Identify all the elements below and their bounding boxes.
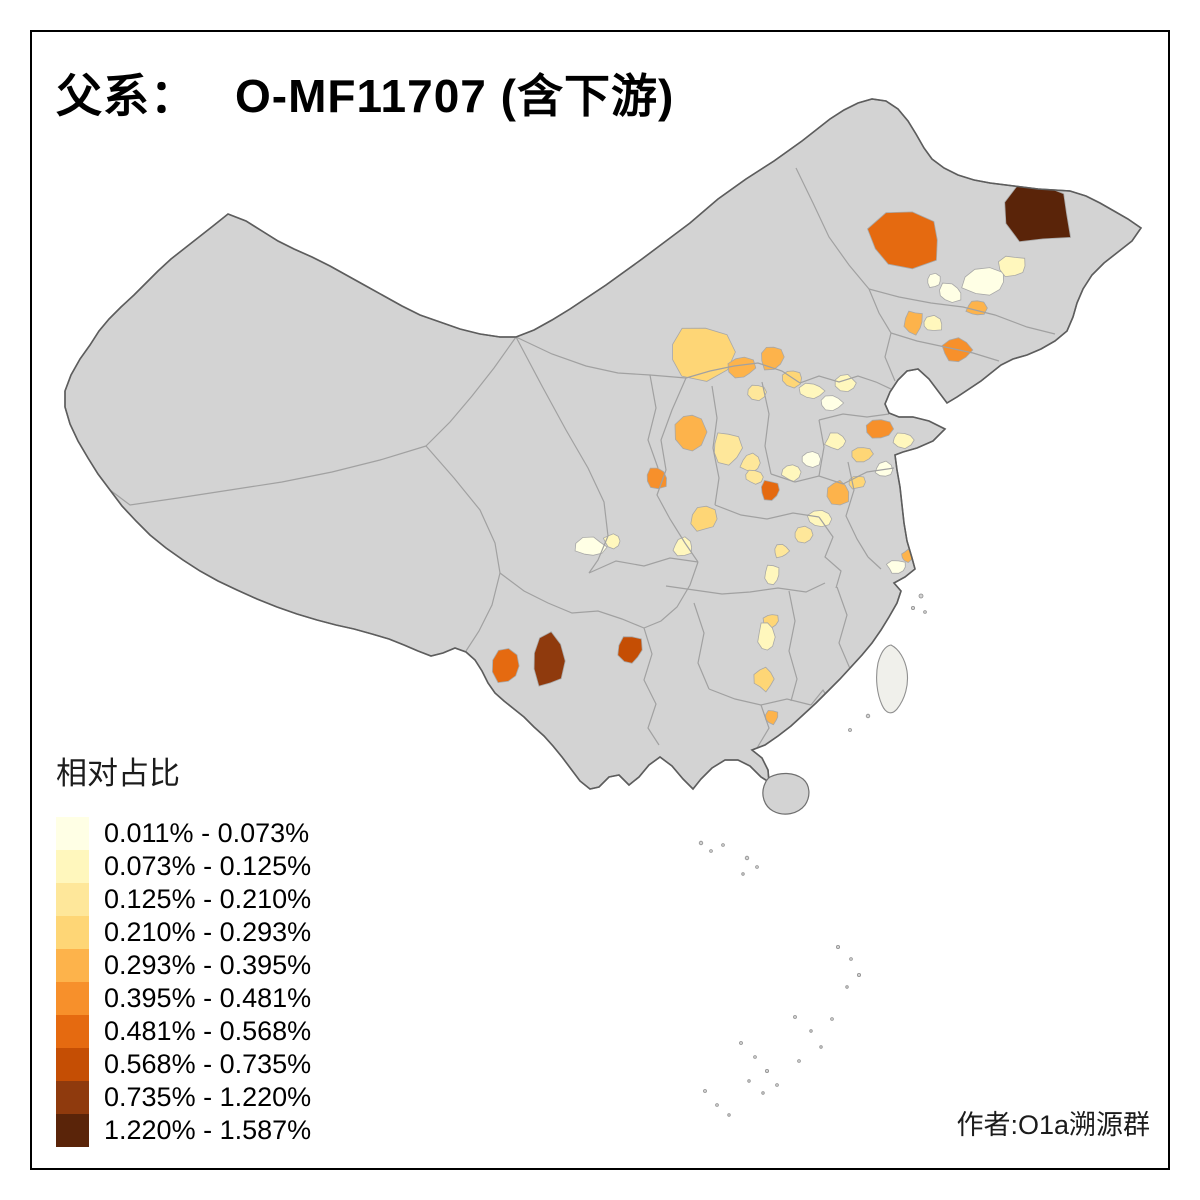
- legend-row: 0.735% - 1.220%: [56, 1081, 311, 1114]
- map-region-hebei-nw-orange: [761, 346, 785, 371]
- legend-swatch: [56, 916, 89, 949]
- south-china-sea-islands: [698, 593, 927, 1117]
- map-region-ne-jilin-west-orange: [903, 310, 923, 336]
- legend-swatch: [56, 1081, 89, 1114]
- map-region-hanzhong-pale: [672, 536, 693, 557]
- legend-row: 0.481% - 0.568%: [56, 1015, 311, 1048]
- map-region-henan-north-pale: [780, 464, 802, 483]
- legend-label: 0.125% - 0.210%: [104, 884, 312, 914]
- map-region-hubei-mid-pale: [764, 564, 780, 586]
- map-region-yunnan-west-orange: [491, 648, 520, 684]
- map-region-sichuan-west-pale: [574, 536, 608, 556]
- legend-label: 0.210% - 0.293%: [104, 917, 312, 947]
- map-region-tianjin-pale: [820, 395, 845, 412]
- map-region-guangdong-north-yellow: [753, 666, 775, 693]
- legend-swatch: [56, 817, 89, 850]
- map-region-hubei-north-tan: [774, 543, 791, 559]
- hainan-island: [762, 772, 810, 815]
- legend-row: 0.210% - 0.293%: [56, 916, 311, 949]
- title-haplogroup: O-MF11707 (含下游): [235, 70, 675, 122]
- legend-row: 1.220% - 1.587%: [56, 1114, 311, 1147]
- legend-row: 0.395% - 0.481%: [56, 982, 311, 1015]
- legend-label: 0.395% - 0.481%: [104, 983, 312, 1013]
- legend-swatch: [56, 1048, 89, 1081]
- legend-title: 相对占比: [56, 756, 180, 791]
- map-region-shanghai-pale: [885, 560, 906, 574]
- legend-swatch: [56, 949, 89, 982]
- map-region-ne-heilongjiang-dark: [1004, 183, 1072, 243]
- map-region-ne-harbin-pale-b: [997, 255, 1026, 278]
- legend-label: 0.481% - 0.568%: [104, 1016, 312, 1046]
- legend-label: 0.073% - 0.125%: [104, 851, 312, 881]
- legend-swatch: [56, 850, 89, 883]
- legend-label: 0.568% - 0.735%: [104, 1049, 312, 1079]
- legend-swatch: [56, 1114, 89, 1147]
- map-region-guizhou-dark-orange: [617, 636, 643, 664]
- map-region-shandong-west-pale: [823, 432, 847, 451]
- map-region-anhui-west-tan: [794, 525, 814, 544]
- legend-row: 0.125% - 0.210%: [56, 883, 311, 916]
- title-prefix: 父系：: [56, 70, 197, 122]
- map-region-yunnan-central-dark: [533, 631, 566, 687]
- map-region-ne-songyuan-pale: [927, 272, 941, 288]
- legend-swatch: [56, 982, 89, 1015]
- map-region-nm-small-orange: [727, 356, 757, 379]
- map-region-shanxi-north-tan: [713, 432, 743, 466]
- province-boundaries: [109, 167, 1056, 749]
- map-region-nm-central-yellow: [672, 327, 736, 382]
- legend-label: 1.220% - 1.587%: [104, 1115, 312, 1145]
- map-region-shandong-peninsula-pale: [892, 432, 915, 450]
- legend-swatch: [56, 883, 89, 916]
- attribution: 作者:O1a溯源群: [956, 1110, 1150, 1140]
- legend-label: 0.011% - 0.073%: [104, 818, 310, 848]
- china-landmass: [64, 98, 1142, 790]
- map-region-hebei-south-pale: [801, 451, 822, 468]
- page-title: 父系： O-MF11707 (含下游): [56, 60, 674, 126]
- map-region-hebei-mid-tan: [747, 384, 767, 402]
- map-region-ne-jilin-mid-pale: [923, 314, 943, 331]
- legend-label: 0.293% - 0.395%: [104, 950, 312, 980]
- map-region-shandong-east-orange: [865, 419, 895, 439]
- legend-row: 0.293% - 0.395%: [56, 949, 311, 982]
- legend-row: 0.568% - 0.735%: [56, 1048, 311, 1081]
- map-region-shanxi-south-tan: [745, 469, 764, 485]
- taiwan-island: [876, 644, 909, 714]
- map-region-ne-songnen-pale: [939, 282, 962, 303]
- legend: 相对占比 0.011% - 0.073% 0.073% - 0.125% 0.1…: [56, 748, 311, 1147]
- legend-swatch: [56, 1015, 89, 1048]
- map-region-hebei-north-yellow: [781, 370, 802, 389]
- map-region-henan-center-red: [760, 479, 780, 501]
- map-region-jiangsu-nw-orange: [826, 479, 850, 506]
- map-region-ne-harbin-pale-a: [961, 267, 1004, 296]
- map-region-shaanxi-south-yellow: [690, 505, 718, 532]
- legend-row: 0.073% - 0.125%: [56, 850, 311, 883]
- legend-row: 0.011% - 0.073%: [56, 817, 311, 850]
- map-region-beijing-pale: [798, 382, 826, 400]
- legend-label: 0.735% - 1.220%: [104, 1082, 312, 1112]
- map-region-ne-west-orange: [867, 211, 938, 270]
- map-region-shaanxi-north-orange: [674, 414, 708, 452]
- map-region-jiangxi-west-pale: [757, 622, 776, 651]
- map-region-shandong-mid-yellow: [851, 447, 874, 463]
